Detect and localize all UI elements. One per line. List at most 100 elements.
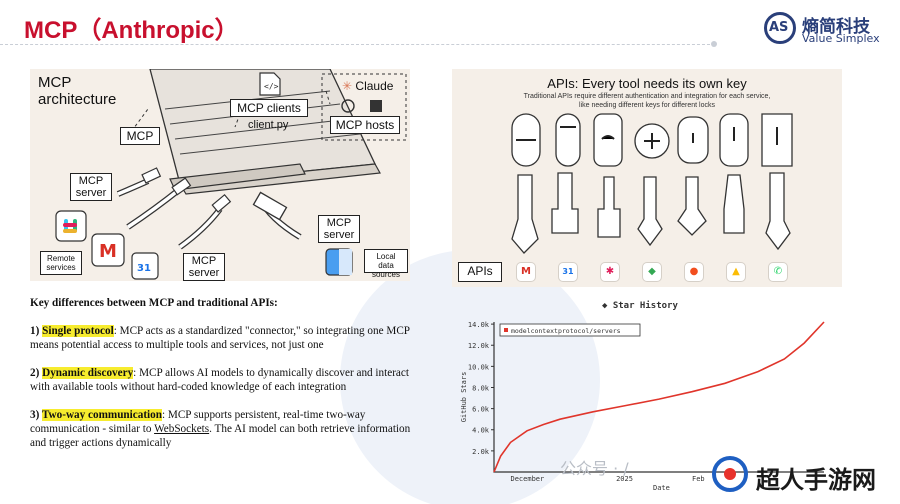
y-tick-label: 6.0k [472, 406, 490, 414]
y-tick-label: 14.0k [468, 321, 490, 329]
whatsapp-icon: ✆ [768, 262, 788, 282]
architecture-drawing: </> M 31 [55, 69, 407, 280]
svg-text:</>: </> [264, 82, 279, 91]
local-line-1: Local data [376, 252, 396, 271]
maps-glyph: ◆ [648, 266, 656, 277]
background-shape [340, 250, 600, 504]
point-3-number: 3) [30, 409, 42, 421]
logo-chinese-name: 熵简科技 [802, 17, 870, 37]
mcp-hosts-box: MCP hosts [330, 116, 400, 134]
svg-text:31: 31 [137, 263, 151, 274]
api-keys-panel: APIs: Every tool needs its own key Tradi… [452, 69, 842, 287]
claude-text: Claude [355, 79, 394, 93]
logo-mark-text: AS [769, 20, 789, 35]
point-two-way: 3) Two-way communication: MCP supports p… [30, 408, 425, 450]
differences-text: Key differences between MCP and traditio… [30, 296, 425, 464]
differences-heading: Key differences between MCP and traditio… [30, 297, 278, 309]
gmail-icon: M [516, 262, 536, 282]
point-2-number: 2) [30, 367, 43, 379]
y-tick-label: 8.0k [472, 384, 490, 392]
websockets-link[interactable]: WebSockets [154, 423, 210, 435]
legend-label: modelcontextprotocol/servers [511, 327, 621, 335]
star-history-chart: ◆ Star History 2.0k 4.0k 6.0k 8.0k 10.0k 12.0… [452, 296, 844, 492]
y-tick-label: 12.0k [468, 342, 490, 350]
site-watermark: 超人手游网 [756, 466, 876, 494]
y-axis-label: GitHub Stars [460, 372, 468, 423]
point-1-number: 1) [30, 325, 43, 337]
wechat-watermark: 公众号 · / [560, 459, 629, 478]
logo-english-name: Value Simplex [802, 32, 880, 45]
y-tick-label: 10.0k [468, 363, 490, 371]
divider-dot [711, 41, 717, 47]
server-right-line-1: MCP [326, 217, 352, 229]
keys-subtitle: Traditional APIs require different authe… [492, 93, 802, 111]
calendar-icon: 31 [558, 262, 578, 282]
client-file-label: client.py [248, 119, 289, 131]
x-tick-label: 2025 [616, 475, 633, 483]
y-tick-label: 2.0k [472, 448, 490, 456]
mcp-box: MCP [120, 127, 160, 145]
claude-label: ✳ Claude [342, 79, 393, 93]
point-3-body-b: . The AI model can both retrieve informa… [30, 423, 411, 449]
point-1-highlight: Single protocol [42, 325, 114, 337]
point-3-highlight: Two-way communication [41, 409, 162, 421]
figma-glyph: ● [689, 266, 699, 277]
point-3-body-a: : MCP supports persistent, real-time two… [30, 409, 366, 435]
architecture-diagram: </> M 31 MCP architecture MCP MCP client… [30, 69, 410, 281]
mcp-server-right: MCP server [318, 215, 360, 243]
keys-subtitle-line-1: Traditional APIs require different authe… [523, 93, 771, 100]
point-2-highlight: Dynamic discovery [42, 367, 134, 379]
slack-glyph: ✱ [605, 266, 615, 277]
server-bottom-line-1: MCP [191, 255, 217, 267]
calendar-glyph: 31 [562, 267, 574, 276]
apis-label: APIs [458, 262, 502, 282]
point-single-protocol: 1) Single protocol: MCP acts as a standa… [30, 324, 425, 352]
point-1-body: : MCP acts as a standardized "connector,… [30, 325, 410, 351]
local-line-2: sources [371, 270, 400, 280]
point-2-body: : MCP allows AI models to dynamically di… [30, 367, 409, 393]
whatsapp-glyph: ✆ [773, 266, 783, 277]
locks-and-keys-drawing [511, 113, 793, 254]
point-dynamic-discovery: 2) Dynamic discovery: MCP allows AI mode… [30, 366, 425, 394]
chart-title: ◆ Star History [602, 301, 678, 311]
keys-title: APIs: Every tool needs its own key [547, 76, 747, 91]
drive-glyph: ▲ [732, 266, 740, 277]
server-left-line-1: MCP [78, 175, 104, 187]
chart-title-text: Star History [612, 301, 678, 311]
y-tick-label: 4.0k [472, 427, 490, 435]
legend-box [499, 323, 641, 337]
server-left-line-2: server [75, 186, 107, 199]
figma-icon: ● [684, 262, 704, 282]
remote-line-2: services [46, 263, 76, 273]
heading-line-2: architecture [38, 91, 117, 108]
claude-icon: ✳ [342, 79, 353, 93]
logo-mark: AS [764, 12, 796, 44]
drive-icon: ▲ [726, 262, 746, 282]
x-tick-label: Feb [692, 475, 705, 483]
gmail-glyph: M [521, 266, 531, 277]
chart-axes [493, 322, 824, 473]
series-line [493, 321, 825, 473]
svg-text:M: M [99, 241, 117, 262]
company-logo: AS 熵简科技 Value Simplex [764, 12, 884, 46]
slack-icon: ✱ [600, 262, 620, 282]
x-tick-label: December [511, 475, 545, 483]
maps-icon: ◆ [642, 262, 662, 282]
mcp-server-bottom: MCP server [183, 253, 225, 281]
heading-line-1: MCP [38, 74, 72, 91]
server-right-line-2: server [323, 228, 355, 241]
remote-services-box: Remote services [40, 251, 82, 275]
legend-swatch [504, 328, 508, 332]
chart-svg: 2.0k 4.0k 6.0k 8.0k 10.0k 12.0k 14.0k December 2… [460, 321, 825, 492]
mcp-clients-box: MCP clients [230, 99, 308, 117]
remote-line-1: Remote [46, 254, 75, 263]
architecture-heading: MCP architecture [38, 74, 116, 108]
mcp-server-left: MCP server [70, 173, 112, 201]
title-divider [0, 44, 715, 45]
keys-subtitle-line-2: like needing different keys for differen… [579, 101, 715, 109]
x-axis-label: Date [653, 484, 670, 492]
site-logo-icon [712, 456, 748, 492]
server-bottom-line-2: server [188, 266, 220, 279]
slide-title: MCP（Anthropic） [24, 17, 239, 44]
local-data-box: Local data sources [364, 249, 408, 279]
